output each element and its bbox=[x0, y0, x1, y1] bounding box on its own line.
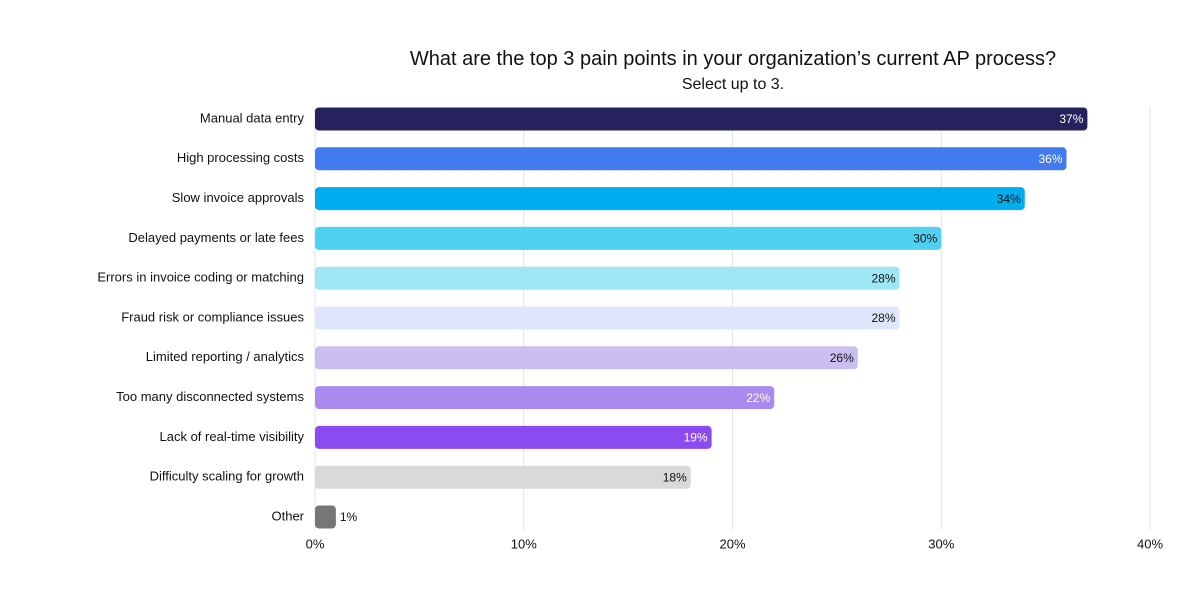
bar-2 bbox=[315, 187, 1025, 211]
value-label-7: 22% bbox=[746, 391, 770, 405]
value-label-0: 37% bbox=[1059, 112, 1083, 126]
x-tick-label-1: 10% bbox=[511, 536, 537, 551]
x-tick-label-3: 30% bbox=[928, 536, 954, 551]
bar-9 bbox=[315, 465, 691, 489]
bar-4 bbox=[315, 266, 900, 290]
category-label-6: Limited reporting / analytics bbox=[146, 349, 305, 364]
category-label-0: Manual data entry bbox=[200, 110, 305, 125]
value-label-2: 34% bbox=[997, 192, 1021, 206]
category-label-10: Other bbox=[271, 508, 304, 523]
value-label-9: 18% bbox=[663, 470, 687, 484]
category-label-2: Slow invoice approvals bbox=[172, 190, 305, 205]
chart-title: What are the top 3 pain points in your o… bbox=[409, 48, 1057, 70]
bar-0 bbox=[315, 107, 1088, 131]
category-label-7: Too many disconnected systems bbox=[116, 389, 304, 404]
category-label-8: Lack of real-time visibility bbox=[160, 429, 305, 444]
x-tick-label-4: 40% bbox=[1137, 536, 1163, 551]
bar-3 bbox=[315, 226, 942, 250]
bar-6 bbox=[315, 346, 858, 370]
bar-5 bbox=[315, 306, 900, 330]
category-label-3: Delayed payments or late fees bbox=[128, 230, 304, 245]
value-label-8: 19% bbox=[684, 431, 708, 445]
value-label-6: 26% bbox=[830, 351, 854, 365]
category-label-4: Errors in invoice coding or matching bbox=[97, 270, 304, 285]
chart-subtitle: Select up to 3. bbox=[681, 76, 785, 93]
category-label-5: Fraud risk or compliance issues bbox=[121, 309, 304, 324]
value-label-4: 28% bbox=[871, 271, 895, 285]
x-tick-label-2: 20% bbox=[719, 536, 745, 551]
bar-7 bbox=[315, 386, 775, 410]
bar-1 bbox=[315, 147, 1067, 171]
bar-10 bbox=[315, 505, 336, 529]
value-label-3: 30% bbox=[913, 232, 937, 246]
category-label-1: High processing costs bbox=[177, 150, 305, 165]
value-label-5: 28% bbox=[871, 311, 895, 325]
value-label-1: 36% bbox=[1038, 152, 1062, 166]
bar-8 bbox=[315, 425, 712, 449]
x-tick-label-0: 0% bbox=[306, 536, 325, 551]
category-label-9: Difficulty scaling for growth bbox=[150, 469, 304, 484]
value-label-10: 1% bbox=[340, 510, 358, 524]
